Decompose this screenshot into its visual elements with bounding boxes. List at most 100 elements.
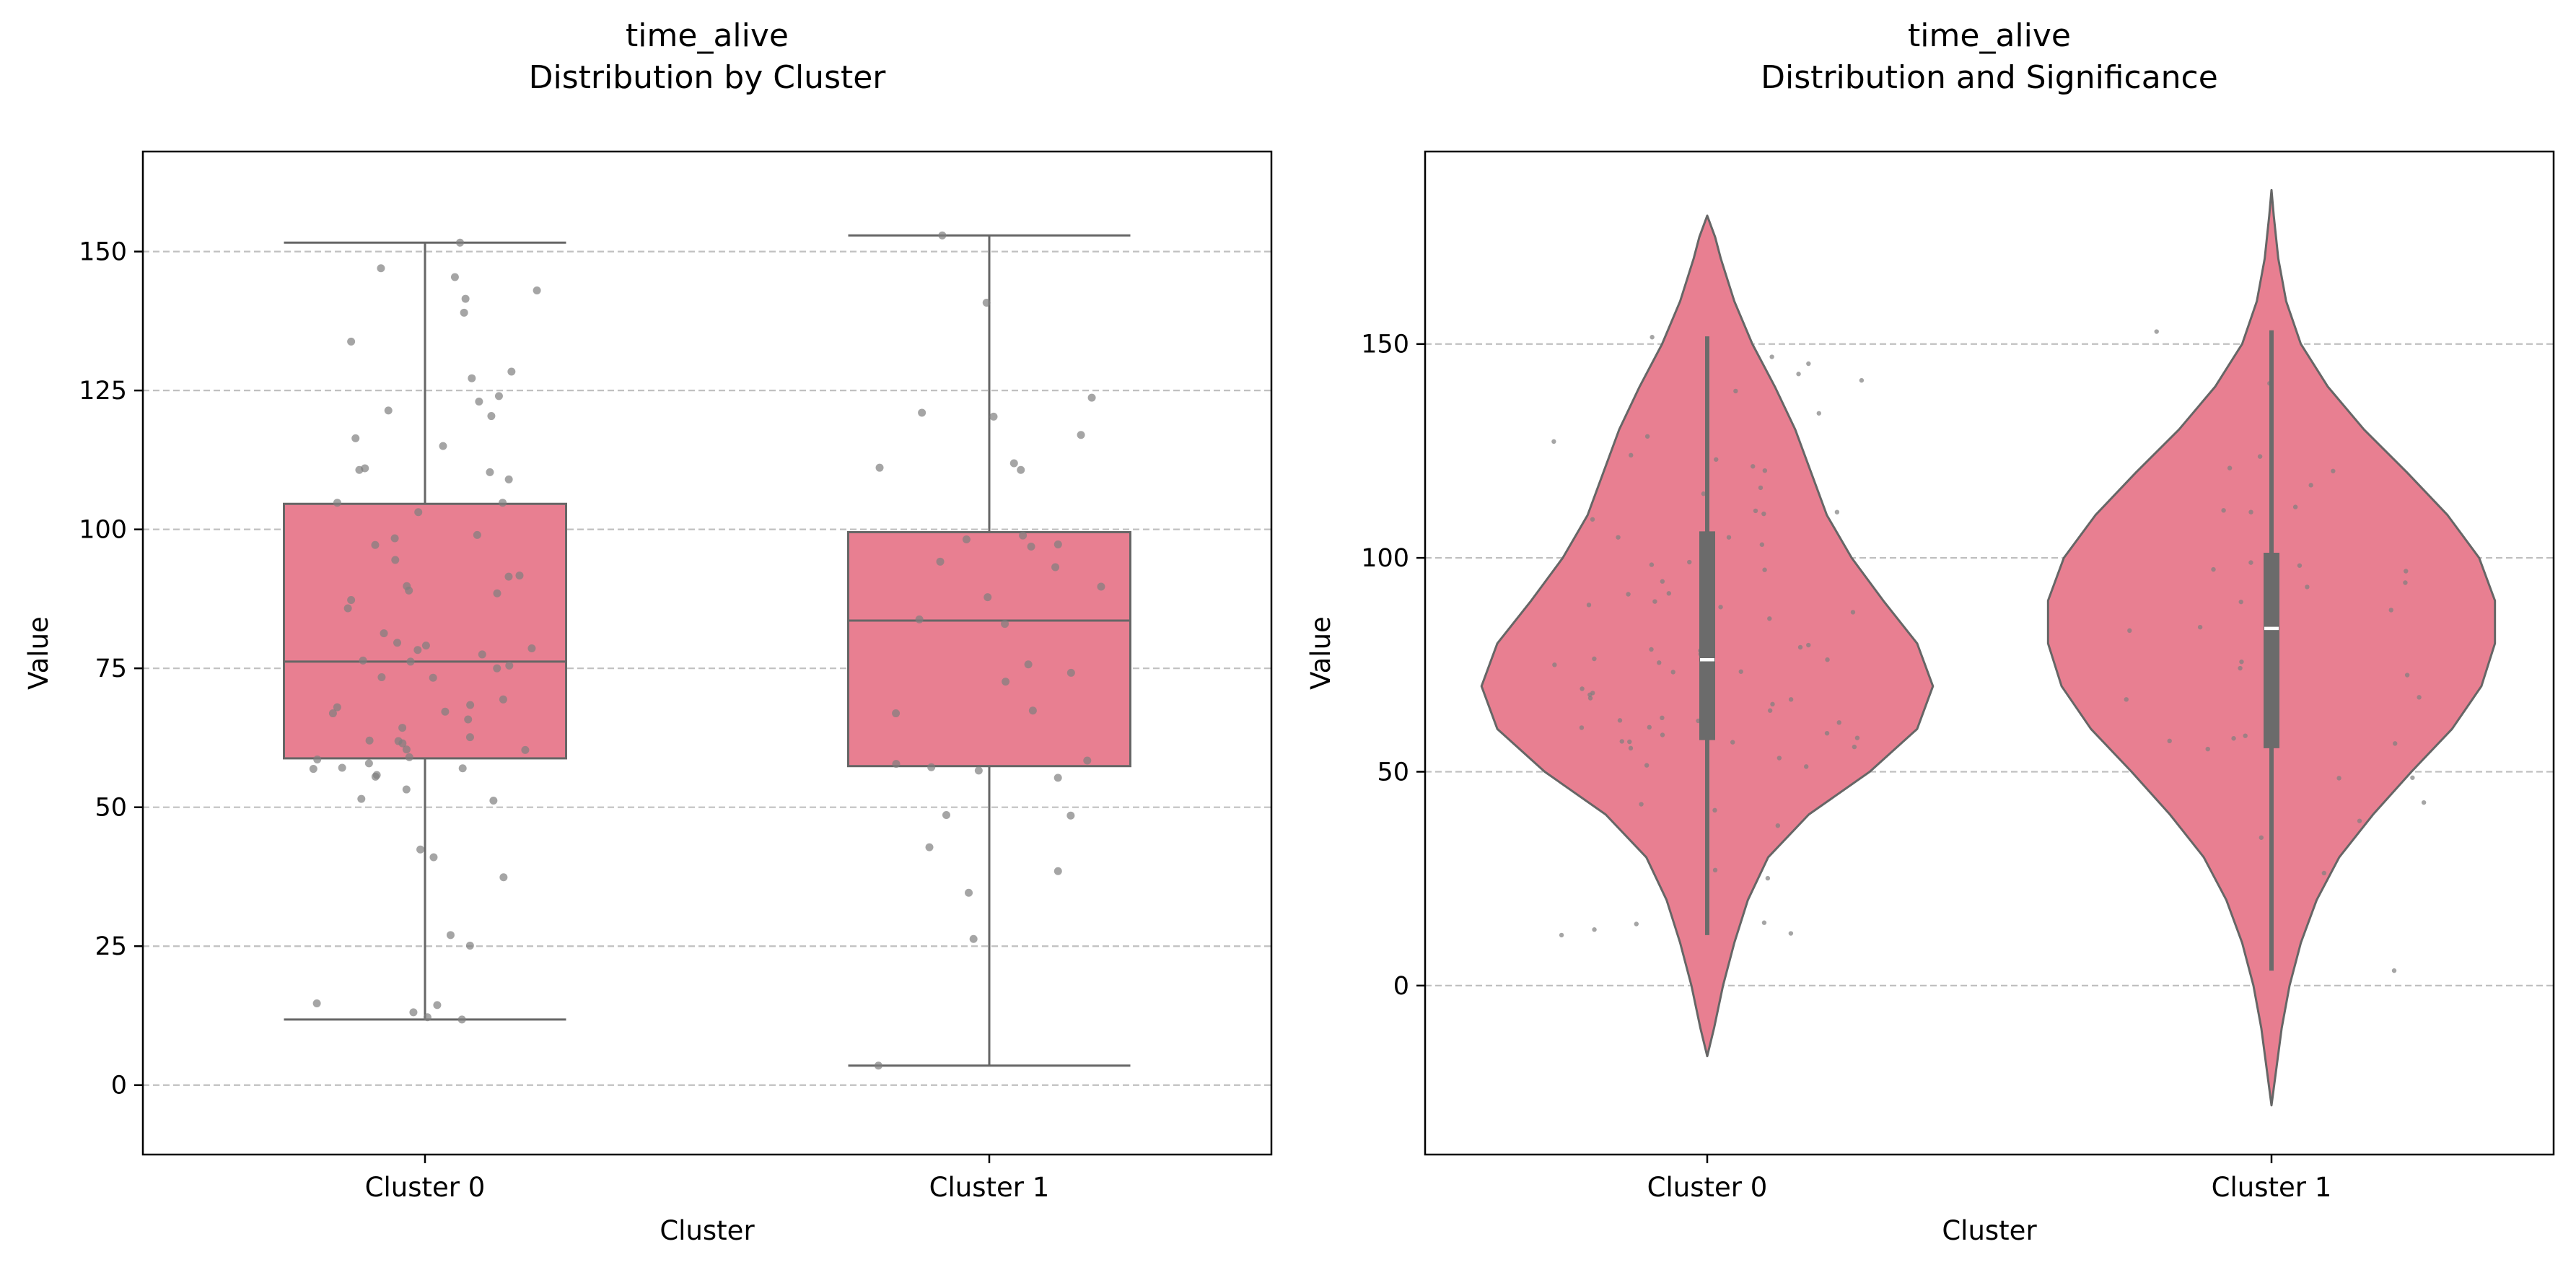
data-point	[2297, 563, 2303, 568]
data-point	[2211, 566, 2216, 572]
data-point	[2127, 628, 2132, 634]
data-point	[1053, 867, 1062, 875]
data-point	[2321, 870, 2327, 876]
data-point	[2231, 736, 2236, 741]
data-point	[398, 739, 407, 748]
data-point	[1730, 740, 1735, 745]
x-tick-label: Cluster 1	[929, 1172, 1050, 1203]
data-point	[1639, 802, 1644, 807]
data-point	[1077, 431, 1085, 439]
data-point	[1806, 642, 1811, 648]
data-point	[1551, 439, 1556, 444]
data-point	[1714, 457, 1719, 462]
data-point	[2404, 569, 2409, 574]
axes-frame	[141, 150, 1273, 1156]
y-tick-label: 125	[79, 377, 127, 406]
data-point	[1097, 582, 1105, 591]
data-point	[1644, 763, 1650, 768]
data-point	[487, 412, 496, 421]
data-point	[457, 1015, 466, 1024]
data-point	[1017, 465, 1025, 474]
data-point	[2238, 599, 2243, 605]
data-point	[983, 593, 992, 602]
data-point	[413, 646, 422, 654]
data-point	[343, 604, 352, 613]
data-point	[1788, 931, 1794, 936]
chart-title-line: Distribution by Cluster	[529, 59, 887, 96]
data-point	[1733, 388, 1738, 394]
x-tick-label: Cluster 1	[2212, 1172, 2332, 1203]
data-point	[1762, 468, 1768, 473]
data-point	[2248, 560, 2253, 565]
x-tick-label: Cluster 0	[1647, 1172, 1768, 1203]
data-point	[2167, 738, 2172, 744]
data-point	[2124, 697, 2129, 702]
data-point	[1825, 657, 1830, 662]
data-point	[2239, 659, 2244, 665]
data-point	[456, 238, 465, 247]
data-point	[974, 766, 983, 775]
data-point	[1628, 745, 1634, 751]
data-point	[365, 736, 374, 745]
data-point	[942, 810, 950, 819]
data-point	[423, 1013, 431, 1022]
data-point	[494, 392, 503, 400]
y-tick-label: 0	[1393, 972, 1409, 1001]
data-point	[1777, 756, 1782, 761]
data-point	[1066, 811, 1075, 820]
data-point	[874, 1061, 882, 1070]
data-point	[405, 586, 413, 595]
data-point	[466, 701, 475, 709]
data-point	[1797, 644, 1803, 650]
data-point	[1670, 670, 1675, 675]
data-point	[1626, 592, 1631, 597]
data-point	[1634, 921, 1639, 927]
data-point	[1650, 335, 1655, 340]
data-point	[2308, 483, 2313, 488]
data-point	[402, 785, 411, 794]
data-point	[357, 794, 366, 803]
data-point	[1083, 756, 1092, 765]
data-point	[527, 644, 536, 652]
data-point	[450, 273, 459, 281]
data-point	[1712, 867, 1718, 873]
data-point	[2305, 584, 2310, 590]
data-point	[2417, 695, 2422, 700]
data-point	[504, 475, 513, 483]
data-point	[2410, 775, 2415, 780]
data-point	[391, 556, 400, 564]
interquartile-box	[847, 531, 1131, 768]
data-point	[1753, 508, 1758, 514]
data-point	[1836, 720, 1841, 725]
data-point	[892, 709, 901, 718]
x-tick-label: Cluster 0	[365, 1172, 486, 1203]
data-point	[328, 709, 337, 718]
data-point	[1652, 599, 1657, 604]
data-point	[1712, 807, 1717, 813]
data-point	[2154, 329, 2159, 334]
data-point	[465, 941, 474, 950]
data-point	[1009, 459, 1018, 468]
data-point	[489, 796, 498, 805]
data-point	[1053, 774, 1062, 782]
data-point	[371, 772, 380, 781]
y-tick-label: 50	[1377, 758, 1409, 787]
data-point	[333, 499, 341, 507]
data-point	[461, 294, 470, 303]
data-point	[875, 463, 884, 472]
inner-quartile-box	[2264, 553, 2279, 748]
data-point	[1718, 605, 1723, 610]
data-point	[446, 931, 455, 940]
data-point	[1559, 932, 1564, 938]
data-point	[486, 468, 494, 476]
data-point	[1616, 535, 1621, 540]
violin-plot-panel: 0 50 100 150 Cluster 0 Cluster 1 Cluster Value t…	[1305, 17, 2555, 1246]
data-point	[2292, 504, 2298, 509]
data-point	[416, 845, 425, 854]
data-point	[364, 759, 373, 768]
data-point	[1765, 875, 1771, 881]
data-point	[347, 337, 356, 346]
data-point	[1053, 540, 1062, 548]
data-point	[1647, 724, 1652, 730]
inner-quartile-box	[1699, 531, 1715, 740]
